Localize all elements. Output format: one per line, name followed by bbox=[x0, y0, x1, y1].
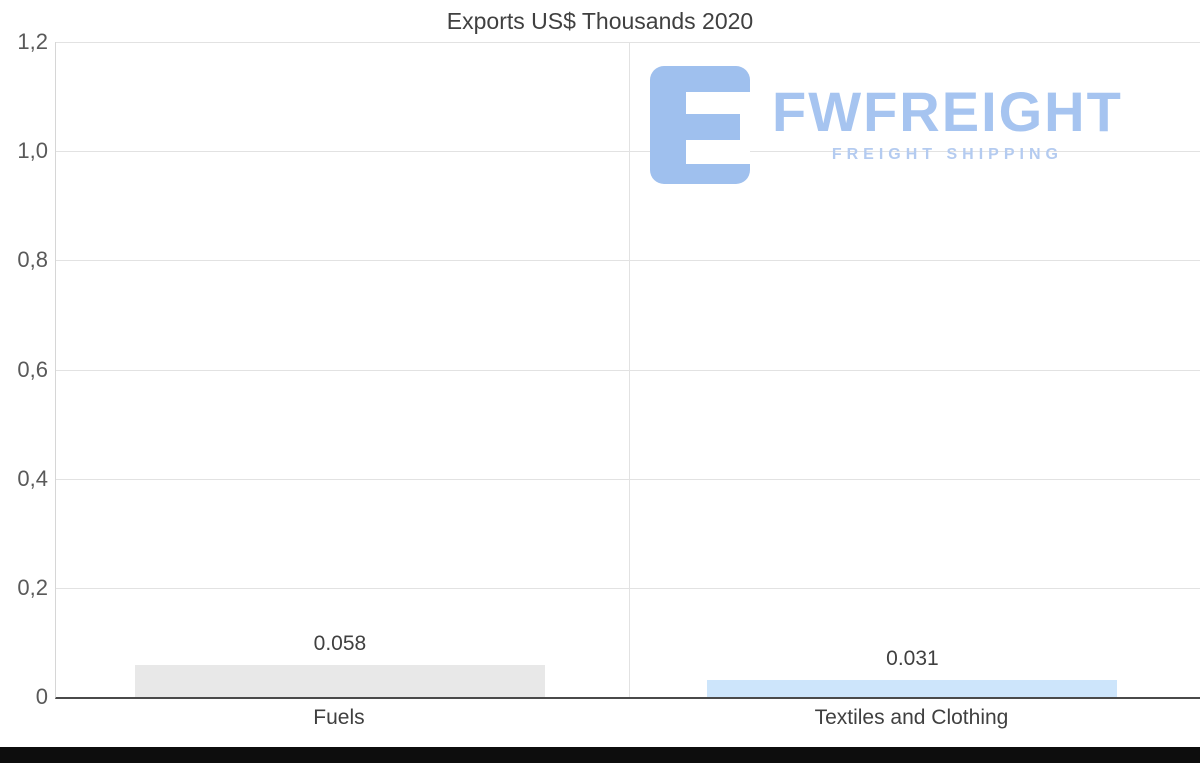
watermark-brand: FWFREIGHT bbox=[772, 80, 1123, 143]
gridline-vertical bbox=[628, 42, 630, 697]
y-tick-label: 0,8 bbox=[17, 247, 48, 273]
bottom-bar bbox=[0, 747, 1200, 763]
gridline-horizontal bbox=[56, 587, 1200, 589]
watermark-text: FWFREIGHT FREIGHT SHIPPING bbox=[772, 66, 1123, 164]
watermark-tagline: FREIGHT SHIPPING bbox=[831, 146, 1063, 163]
fwfreight-logo-icon bbox=[650, 66, 750, 184]
y-tick-label: 0,6 bbox=[17, 356, 48, 382]
bar-textiles-and-clothing bbox=[707, 680, 1118, 697]
x-category-label: Textiles and Clothing bbox=[814, 706, 1009, 729]
bar-value-label: 0.031 bbox=[886, 647, 939, 671]
gridline-horizontal bbox=[56, 42, 1200, 43]
x-category-label: Fuels bbox=[313, 706, 365, 729]
watermark-logo: FWFREIGHT FREIGHT SHIPPING bbox=[650, 66, 1123, 184]
y-tick-label: 0,4 bbox=[17, 465, 48, 491]
y-tick-label: 1,2 bbox=[17, 29, 48, 54]
y-tick-label: 0,2 bbox=[17, 574, 48, 600]
chart-title: Exports US$ Thousands 2020 bbox=[446, 8, 754, 34]
gridline-horizontal bbox=[56, 151, 1200, 153]
bar-value-label: 0.058 bbox=[313, 632, 367, 656]
plot-area: 0.058 0.031 bbox=[55, 42, 1200, 699]
gridline-horizontal bbox=[56, 260, 1200, 262]
y-tick-label: 1,0 bbox=[17, 138, 48, 164]
bar-fuels bbox=[134, 665, 545, 697]
y-tick-label: 0 bbox=[35, 684, 48, 709]
gridline-horizontal bbox=[56, 478, 1200, 480]
gridline-horizontal bbox=[56, 369, 1200, 371]
